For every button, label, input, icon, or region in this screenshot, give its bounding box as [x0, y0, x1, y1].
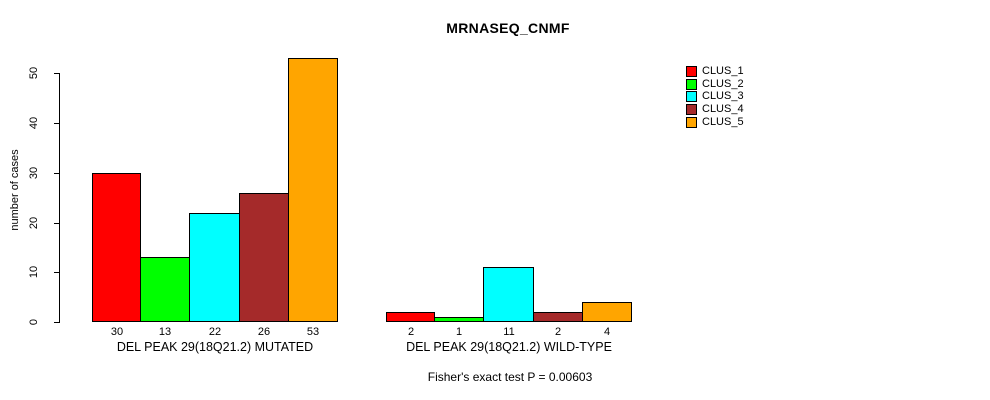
legend-swatch-icon [686, 78, 697, 90]
bar-clus_1 [92, 173, 141, 322]
y-tick-label: 20 [28, 216, 40, 230]
y-tick-label: 40 [28, 116, 40, 130]
bar-value-label: 2 [407, 326, 415, 338]
y-axis-line [59, 73, 60, 323]
legend-swatch-icon [686, 103, 697, 115]
fisher-test-annotation: Fisher's exact test P = 0.00603 [427, 370, 593, 384]
y-tick-label: 50 [28, 66, 40, 80]
y-tick-label: 0 [28, 318, 40, 326]
y-tick-mark [54, 322, 60, 323]
legend: CLUS_1 CLUS_2 CLUS_3 CLUS_4 CLUS_5 [686, 65, 744, 128]
bar-value-label: 13 [158, 326, 172, 338]
bar-value-label: 1 [455, 326, 463, 338]
legend-swatch-icon [686, 65, 697, 77]
bar-value-label: 30 [110, 326, 124, 338]
y-tick-label: 30 [28, 166, 40, 180]
legend-swatch-icon [686, 91, 697, 103]
group-label-wild-type: DEL PEAK 29(18Q21.2) WILD-TYPE [406, 340, 612, 354]
bar-clus_3 [189, 213, 240, 322]
bar-clus_4 [239, 193, 289, 322]
y-tick-mark [54, 173, 60, 174]
bar-clus_5 [582, 302, 632, 322]
y-tick-mark [54, 223, 60, 224]
bar-value-label: 22 [208, 326, 222, 338]
legend-entry: CLUS_5 [686, 116, 744, 129]
legend-label: CLUS_4 [702, 102, 744, 115]
legend-entry: CLUS_3 [686, 90, 744, 103]
bar-clus_2 [140, 257, 190, 322]
legend-entry: CLUS_1 [686, 65, 744, 78]
bar-value-label: 53 [306, 326, 320, 338]
legend-label: CLUS_2 [702, 77, 744, 90]
bar-clus_5 [288, 58, 338, 322]
y-tick-label: 10 [28, 265, 40, 279]
y-tick-mark [54, 272, 60, 273]
bar-value-label: 26 [257, 326, 271, 338]
y-tick-mark [54, 123, 60, 124]
legend-label: CLUS_5 [702, 115, 744, 128]
bar-clus_2 [434, 317, 484, 322]
legend-entry: CLUS_2 [686, 78, 744, 91]
y-axis-label: number of cases [9, 149, 21, 231]
bar-clus_1 [386, 312, 435, 322]
bar-value-label: 2 [554, 326, 562, 338]
bar-value-label: 11 [503, 326, 515, 338]
bar-value-label: 4 [603, 326, 611, 338]
group-label-mutated: DEL PEAK 29(18Q21.2) MUTATED [116, 340, 314, 354]
y-tick-mark [54, 73, 60, 74]
legend-label: CLUS_3 [702, 90, 744, 103]
legend-entry: CLUS_4 [686, 103, 744, 116]
legend-swatch-icon [686, 116, 697, 128]
chart-title: MRNASEQ_CNMF [446, 20, 570, 36]
bar-clus_3 [483, 267, 534, 322]
legend-label: CLUS_1 [702, 64, 744, 77]
bar-clus_4 [533, 312, 583, 322]
